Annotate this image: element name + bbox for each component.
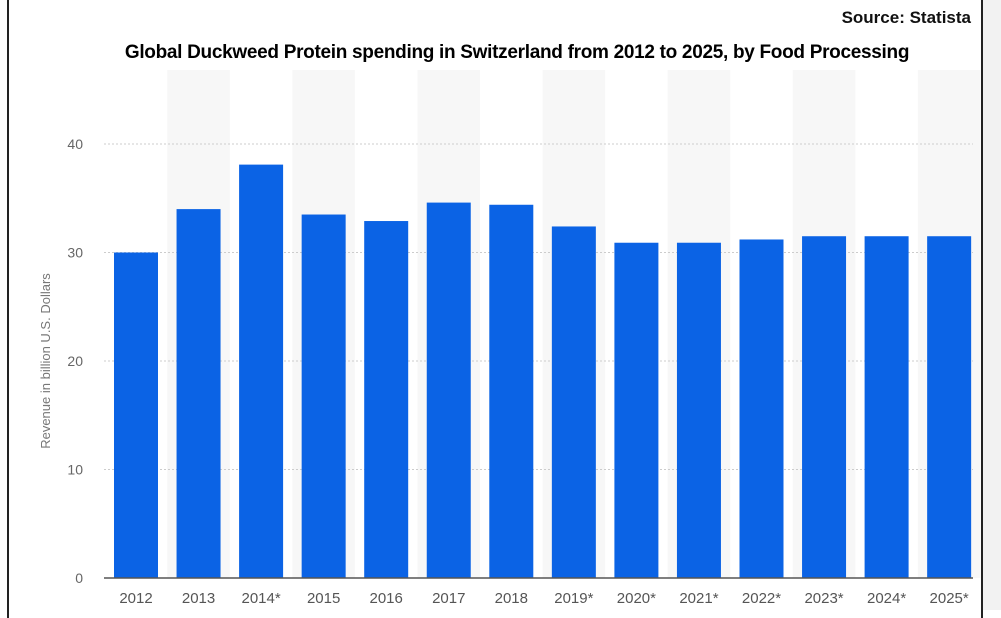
- bar-2015: [301, 214, 346, 578]
- bar-2020: [614, 242, 659, 579]
- bar-2013: [176, 209, 221, 578]
- x-tick-label: 2016: [370, 590, 403, 607]
- source-label: Source: Statista: [841, 8, 971, 27]
- x-tick-label: 2020*: [617, 590, 656, 607]
- bar-2021: [676, 242, 721, 579]
- bar-2019: [551, 226, 596, 578]
- y-tick-label: 10: [67, 462, 83, 478]
- x-tick-label: 2021*: [679, 590, 718, 607]
- x-tick-label: 2022*: [742, 590, 781, 607]
- bar-2018: [489, 204, 534, 578]
- x-tick-label: 2014*: [241, 590, 280, 607]
- chart-title: Global Duckweed Protein spending in Swit…: [124, 42, 910, 63]
- x-tick-label: 2024*: [867, 590, 906, 607]
- x-tick-label: 2017: [432, 590, 465, 607]
- y-tick-label: 30: [67, 245, 83, 261]
- background-strip: [983, 0, 1001, 610]
- bar-2012: [114, 252, 158, 578]
- x-tick-label: 2012: [119, 590, 152, 607]
- y-tick-label: 0: [75, 570, 83, 586]
- x-tick-label: 2018: [495, 590, 528, 607]
- x-tick-label: 2023*: [804, 590, 843, 607]
- x-tick-label: 2019*: [554, 590, 593, 607]
- y-tick-label: 20: [67, 353, 83, 369]
- bar-2017: [426, 202, 471, 578]
- y-axis-label: Revenue in billion U.S. Dollars: [38, 273, 53, 449]
- bar-2025: [927, 236, 972, 578]
- bar-2014: [239, 164, 284, 579]
- bar-2024: [864, 236, 909, 578]
- bar-2022: [739, 239, 784, 579]
- y-tick-label: 40: [67, 136, 83, 152]
- x-tick-label: 2015: [307, 590, 340, 607]
- x-tick-label: 2013: [182, 590, 215, 607]
- x-tick-label: 2025*: [930, 590, 969, 607]
- bar-2016: [364, 221, 409, 578]
- bar-2023: [802, 236, 847, 578]
